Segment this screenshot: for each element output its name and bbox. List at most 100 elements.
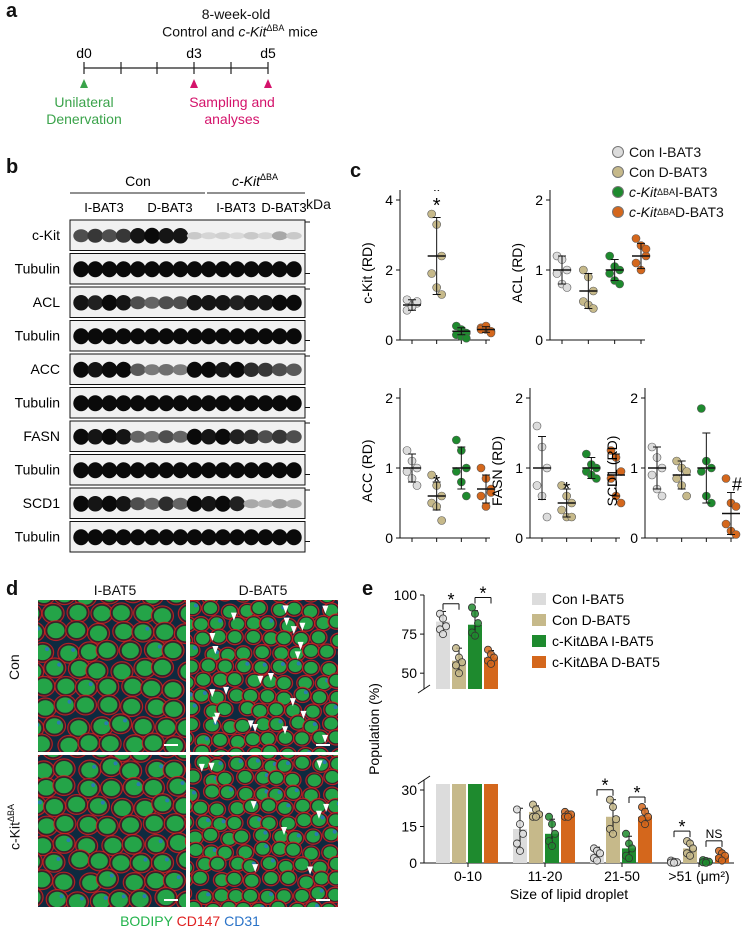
lipid-droplet: [124, 678, 142, 695]
scatter-plot: 0 1 2 SCD1 (RD) #: [604, 388, 742, 546]
lipid-droplet: [190, 818, 192, 827]
significance-mark: *: [433, 195, 441, 217]
lipid-droplet: [247, 617, 261, 630]
lipid-droplet: [122, 763, 140, 779]
blot-band: [286, 430, 302, 444]
lipid-droplet: [79, 817, 97, 833]
lipid-droplet: [55, 777, 73, 794]
lipid-droplet: [324, 828, 338, 841]
panel-d-label: d: [6, 578, 19, 600]
lipid-droplet: [38, 856, 40, 867]
y-tick-label: 0: [515, 530, 523, 546]
blot-band: [286, 328, 302, 345]
blot-band: [115, 261, 132, 278]
lipid-droplet: [175, 798, 186, 814]
lipid-droplet: [228, 673, 242, 686]
lipid-droplet: [220, 786, 235, 799]
blot-band: [229, 529, 245, 546]
lipid-droplet: [210, 857, 225, 870]
lipid-droplet: [329, 615, 338, 628]
endothelial-dot: [159, 764, 164, 769]
lipid-droplet: [125, 779, 143, 796]
bar: [452, 784, 466, 863]
lipid-droplet: [193, 871, 207, 884]
blot-protein-label: SCD1: [23, 495, 61, 511]
axis-break-mark: [417, 684, 431, 694]
y-tick-label: 0: [385, 530, 393, 546]
lipid-droplet: [311, 631, 326, 644]
lipid-droplet: [210, 691, 224, 704]
lipid-droplet: [190, 602, 200, 615]
data-point: [515, 846, 524, 855]
data-point: [476, 463, 486, 473]
endothelial-dot: [158, 839, 163, 844]
data-point: [608, 829, 617, 838]
endothelial-dot: [45, 647, 50, 652]
endothelial-dot: [262, 662, 267, 667]
lane-label-4: D-BAT3: [261, 200, 306, 215]
endothelial-dot: [332, 829, 337, 834]
blot-band: [73, 295, 89, 311]
lipid-droplet: [38, 871, 51, 888]
lipid-droplet: [320, 645, 334, 658]
lipid-droplet: [164, 642, 182, 659]
lipid-droplet: [282, 755, 295, 758]
lipid-droplet: [263, 745, 277, 752]
blot-band: [158, 496, 175, 511]
cell-boundary: [184, 836, 186, 847]
endothelial-dot: [38, 800, 42, 805]
lipid-droplet: [328, 800, 338, 813]
endothelial-dot: [238, 759, 243, 764]
blot-band: [186, 495, 203, 512]
lipid-droplet: [324, 604, 338, 617]
lipid-droplet: [264, 872, 278, 885]
y-axis-label: Population (%): [366, 683, 382, 775]
lipid-droplet: [154, 795, 172, 812]
title-prefix: Control and: [162, 23, 239, 40]
lipid-droplet: [281, 872, 295, 884]
data-point: [624, 854, 633, 863]
legend-label: c-KitΔBA I-BAT5: [552, 633, 654, 649]
lipid-droplet: [262, 817, 276, 830]
lipid-droplet: [190, 718, 198, 731]
blot-band: [158, 261, 175, 278]
blot-band: [87, 295, 104, 311]
lipid-droplet: [104, 837, 122, 854]
lipid-droplet: [269, 703, 283, 716]
endothelial-dot: [113, 761, 118, 766]
legend-c-label: Con D-BAT3: [629, 164, 708, 180]
lipid-droplet: [260, 690, 275, 703]
lipid-droplet: [180, 606, 186, 621]
endothelial-dot: [38, 723, 40, 727]
blot-band: [73, 428, 89, 445]
lipid-droplet: [296, 799, 310, 812]
lipid-droplet: [247, 757, 262, 770]
significance-mark: *: [601, 776, 608, 796]
lipid-droplet: [229, 689, 244, 702]
endothelial-dot: [277, 790, 282, 795]
data-point: [452, 435, 461, 445]
endothelial-dot: [91, 783, 96, 788]
blot-band: [271, 529, 288, 546]
lipid-droplet: [218, 772, 232, 785]
lipid-droplet: [179, 852, 186, 868]
arrowhead-icon: [209, 689, 216, 698]
endothelial-dot: [269, 892, 274, 897]
endothelial-dot: [71, 647, 76, 652]
lipid-droplet: [277, 890, 291, 903]
blot-band: [271, 462, 288, 479]
blot-band: [186, 361, 203, 378]
blot-protein-label: Tubulin: [15, 328, 60, 344]
legend-c-ckit-sup: ΔBA: [657, 207, 676, 217]
lipid-droplet: [274, 647, 288, 660]
blot-band: [257, 430, 274, 444]
blot-band: [243, 295, 260, 311]
blot-band: [101, 328, 118, 345]
y-axis-label: ACL (RD): [509, 243, 525, 303]
blot-band: [200, 361, 217, 378]
lipid-droplet: [217, 703, 232, 715]
arrowhead-icon: [316, 760, 323, 769]
lipid-droplet: [277, 632, 291, 645]
blot-band: [87, 429, 104, 445]
blot-band: [229, 462, 245, 479]
